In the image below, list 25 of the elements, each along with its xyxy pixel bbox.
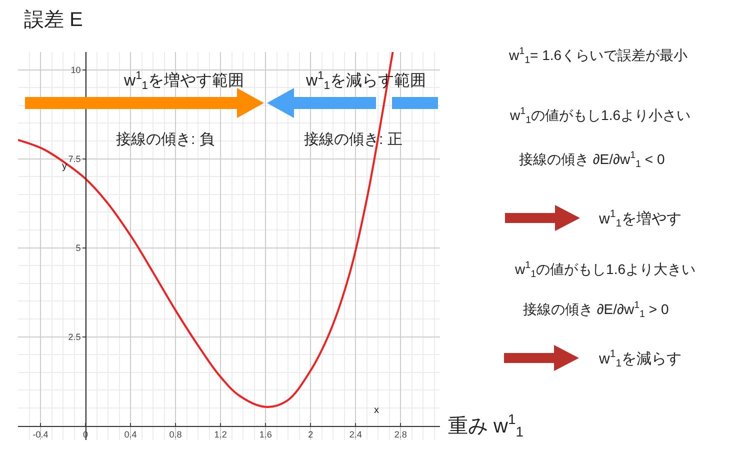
x-tick-label: 0.8 [169, 430, 182, 440]
y-tick-label: 5 [76, 242, 81, 253]
x-tick-label: 1.6 [259, 430, 272, 440]
annotation: 接線の傾き: 負 [116, 131, 214, 148]
text: w$^{1}$$_{1}$= 1.6くらいで誤差が最小 [508, 46, 688, 66]
y-tick-label: 2.5 [68, 332, 81, 342]
annotation: y [62, 161, 67, 172]
annotation: w$^{1}$$_{1}$を増やす範囲 [123, 70, 244, 92]
annotation: 接線の傾き: 正 [304, 131, 402, 148]
x-tick-label: 2.8 [394, 430, 407, 440]
x-tick-label: 0.4 [124, 430, 137, 440]
x-tick-label: 2 [308, 430, 314, 440]
y-tick-label: 10 [70, 64, 81, 75]
y-tick-label: 7.5 [68, 154, 81, 164]
text: w$^{1}$$_{1}$を増やす [598, 208, 682, 230]
x-tick-label: 2.4 [349, 430, 362, 440]
annotation: x [374, 405, 379, 416]
text: 接線の傾き ∂E/∂w$^{1}$$_{1}$ < 0 [519, 150, 665, 170]
text: w$^{1}$$_{1}$を減らす [598, 348, 682, 370]
text: w$^{1}$$_{1}$の値がもし1.6より小さい [509, 106, 690, 126]
x-tick-label: -0.4 [32, 430, 48, 440]
x-tick-label: 1.2 [214, 430, 227, 440]
text: 接線の傾き ∂E/∂w$^{1}$$_{1}$ > 0 [523, 300, 669, 320]
y-axis-title: 誤差 E [24, 9, 83, 31]
text: w$^{1}$$_{1}$の値がもし1.6より大きい [514, 260, 696, 280]
